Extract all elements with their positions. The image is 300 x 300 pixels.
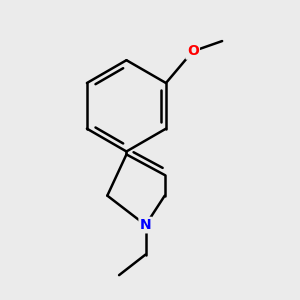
Text: N: N — [140, 218, 152, 232]
Text: O: O — [187, 44, 199, 58]
